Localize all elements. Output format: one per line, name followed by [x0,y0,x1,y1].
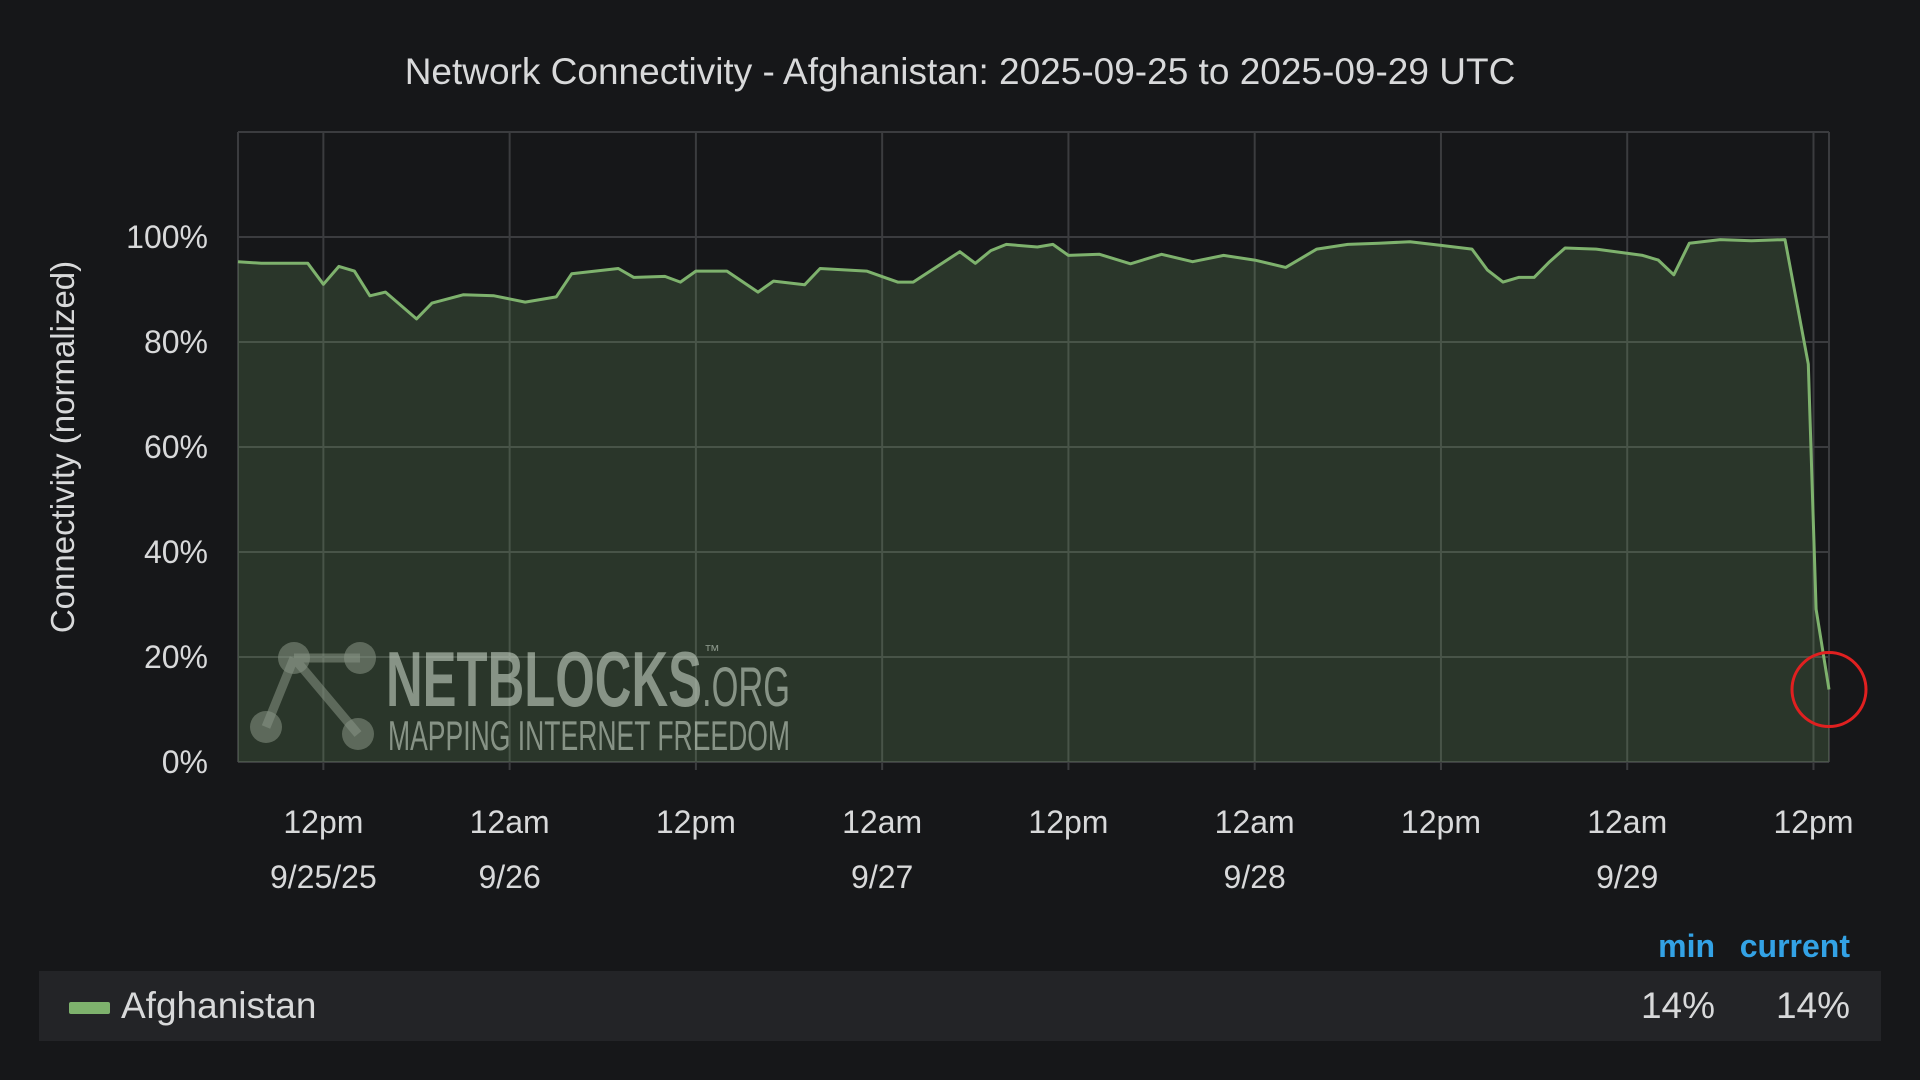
x-tick-label: 9/26 [478,859,540,895]
x-tick-label: 12am [842,804,922,840]
y-tick-label: 100% [126,219,208,255]
y-axis-label: Connectivity (normalized) [44,261,81,633]
y-tick-label: 40% [144,534,208,570]
legend-stat: 14% [1641,985,1715,1026]
legend-column-header: current [1740,928,1851,964]
x-tick-label: 12pm [656,804,736,840]
y-tick-label: 0% [162,744,208,780]
legend-swatch [69,1002,110,1014]
series-area [238,239,1829,763]
x-tick-label: 9/28 [1224,859,1286,895]
x-tick-label: 12am [1587,804,1667,840]
series-line [237,238,1831,690]
y-tick-label: 20% [144,639,208,675]
watermark-name: NETBLOCKS [386,635,702,723]
chart-title: Network Connectivity - Afghanistan: 2025… [405,51,1516,92]
watermark-tagline: MAPPING INTERNET FREEDOM [388,712,790,759]
legend-label: Afghanistan [121,985,316,1026]
y-tick-label: 80% [144,324,208,360]
watermark-logo [261,653,362,737]
x-tick-label: 9/27 [851,859,913,895]
highlight-circle [1790,651,1868,729]
x-tick-label: 12pm [283,804,363,840]
x-tick-label: 12pm [1028,804,1108,840]
x-tick-label: 12am [1215,804,1295,840]
watermark-suffix: .ORG [702,655,790,718]
legend-column-header: min [1658,928,1715,964]
x-tick-label: 12am [470,804,550,840]
watermark-mark: ™ [704,643,720,660]
x-tick-label: 9/25/25 [270,859,377,895]
legend-stat: 14% [1776,985,1850,1026]
x-tick-label: 12pm [1773,804,1853,840]
x-tick-label: 9/29 [1596,859,1658,895]
x-tick-label: 12pm [1401,804,1481,840]
legend-row [39,971,1881,1041]
y-tick-label: 60% [144,429,208,465]
